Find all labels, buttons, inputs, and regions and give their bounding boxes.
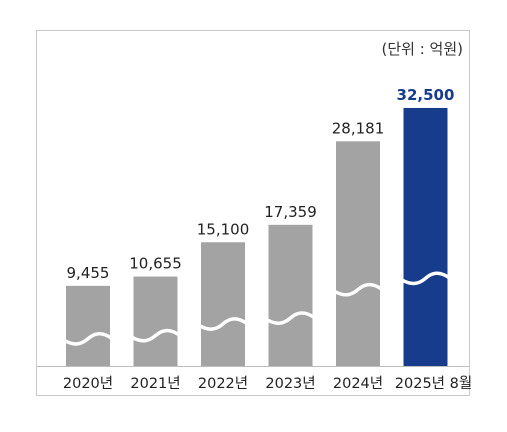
bar-4 (336, 141, 380, 366)
axis-break-wave-1 (130, 328, 181, 343)
axis-break-wave-2 (198, 317, 248, 331)
bar-1 (133, 276, 178, 366)
category-label-4: 2024년 (333, 375, 383, 392)
bar-0 (66, 285, 110, 366)
value-label-1: 10,655 (129, 255, 182, 273)
value-label-4: 28,181 (332, 119, 385, 137)
value-label-0: 9,455 (67, 264, 110, 282)
axis-break-wave-3 (265, 311, 316, 325)
value-label-5: 32,500 (397, 86, 455, 104)
unit-note: (단위 : 억원) (381, 40, 464, 58)
category-label-1: 2021년 (130, 375, 180, 392)
axis-break-wave-0 (63, 331, 113, 346)
category-label-0: 2020년 (63, 375, 113, 392)
bar-2 (201, 242, 245, 366)
category-label-2: 2022년 (198, 375, 248, 392)
value-label-3: 17,359 (264, 203, 317, 221)
bar-3 (268, 224, 313, 366)
bar-5 (403, 107, 448, 366)
category-label-5: 2025년 8월 (395, 375, 472, 392)
category-label-3: 2023년 (265, 375, 315, 392)
axis-break-wave-5 (400, 271, 451, 286)
value-label-2: 15,100 (197, 220, 250, 238)
axis-break-wave-4 (333, 282, 383, 297)
